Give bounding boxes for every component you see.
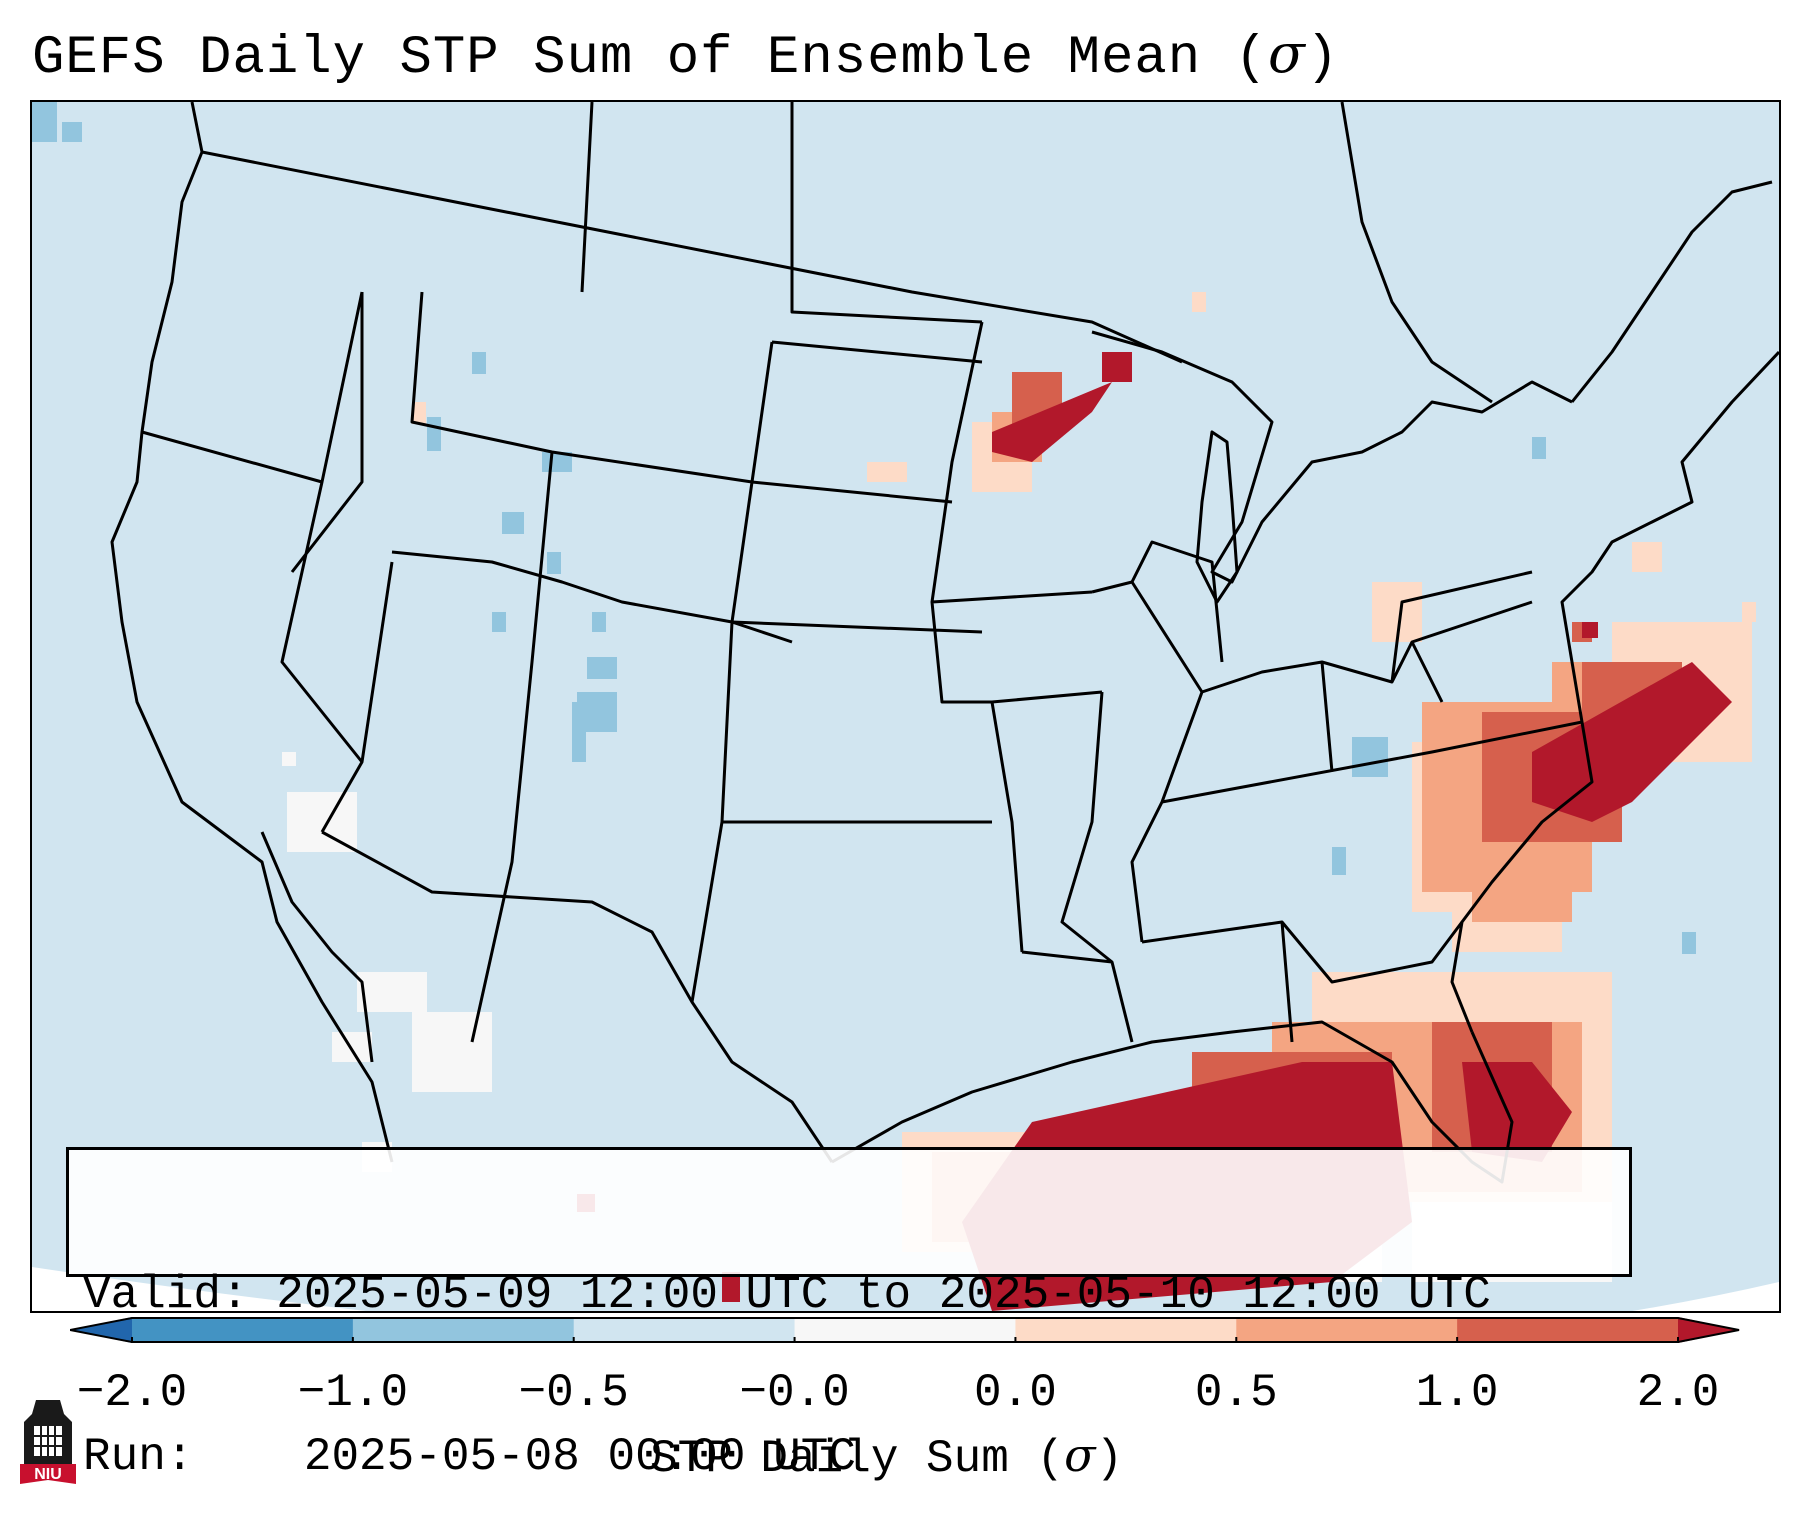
- colorbar: [70, 1317, 1740, 1343]
- map-title: GEFS Daily STP Sum of Ensemble Mean (σ): [32, 22, 1339, 91]
- near-zero-patch: [332, 1032, 372, 1062]
- colorbar-bin: [132, 1317, 354, 1343]
- valid-line: Valid: 2025-05-09 12:00 UTC to 2025-05-1…: [83, 1268, 1615, 1322]
- negative-patch: [572, 702, 586, 762]
- colorbar-tick-label: 0.5: [1194, 1367, 1278, 1419]
- light-positive-patch: [1192, 292, 1206, 312]
- extreme-patch: [1582, 622, 1598, 638]
- colorbar-tick-label: −0.5: [518, 1367, 629, 1419]
- run-value: 2025-05-08 00:00 UTC: [303, 1431, 856, 1483]
- colorbar-bin: [573, 1317, 796, 1343]
- colorbar-tick-label: 2.0: [1636, 1367, 1720, 1419]
- lake-michigan: [1195, 430, 1239, 604]
- state-lines-central: [722, 321, 1134, 1043]
- map-panel: [30, 100, 1781, 1313]
- stp-map: [32, 102, 1779, 1311]
- title-suffix: ): [1305, 28, 1340, 89]
- niu-tower-logo: NIU: [20, 1400, 76, 1484]
- negative-patch: [587, 657, 617, 679]
- geographic-boundaries: [110, 102, 1779, 1184]
- baja-coastline: [260, 831, 374, 1063]
- near-zero-patch: [357, 972, 427, 1012]
- negative-patch: [1332, 847, 1346, 875]
- title-sigma-symbol: σ: [1268, 22, 1306, 85]
- extreme-patch: [722, 1272, 740, 1302]
- negative-patch: [592, 612, 606, 632]
- negative-patch: [427, 417, 441, 451]
- logo-banner: [20, 1464, 76, 1484]
- valid-run-info-box: Valid: 2025-05-09 12:00 UTC to 2025-05-1…: [66, 1147, 1632, 1483]
- run-label: Run:: [83, 1431, 194, 1483]
- colorbar-label-prefix: STP Daily Sum (: [650, 1433, 1065, 1485]
- colorbar-tick-label: −2.0: [76, 1367, 188, 1419]
- light-positive-patch: [1742, 602, 1756, 622]
- light-positive-patch: [1632, 542, 1662, 572]
- moderate-positive-patch: [1472, 862, 1572, 922]
- title-prefix: GEFS Daily STP Sum of Ensemble Mean (: [32, 28, 1268, 89]
- colorbar-tick-label: −1.0: [297, 1367, 409, 1419]
- great-lakes-outline: [1091, 330, 1573, 584]
- state-lines-east: [1091, 540, 1583, 1043]
- negative-patch: [472, 352, 486, 374]
- east-canada-coast: [1570, 180, 1773, 403]
- pacific-coastline: [110, 102, 394, 1163]
- canada-us-border: [201, 150, 1183, 364]
- light-positive-patch: [412, 402, 426, 424]
- colorbar-tick-label: −0.0: [739, 1367, 850, 1419]
- colorbar-tick-label: 0.0: [974, 1367, 1057, 1419]
- negative-patch: [1352, 737, 1388, 777]
- logo-window-lines: [34, 1426, 62, 1456]
- valid-value: 2025-05-09 12:00 UTC to 2025-05-10 12:00…: [276, 1269, 1491, 1321]
- us-mexico-border: [321, 830, 834, 1163]
- extreme-patch: [1102, 352, 1132, 382]
- florida-max: [1462, 1062, 1572, 1162]
- light-positive-patch: [867, 462, 907, 482]
- valid-label: Valid:: [83, 1269, 249, 1321]
- colorbar-bin: [1236, 1317, 1458, 1343]
- colorbar-label-sigma: σ: [1064, 1428, 1096, 1482]
- colorbar-bin: [352, 1317, 575, 1343]
- negative-patch: [547, 552, 561, 574]
- negative-patch: [62, 122, 82, 142]
- near-zero-patch: [287, 792, 357, 852]
- run-line: Run: 2025-05-08 00:00 UTC: [83, 1430, 1615, 1484]
- great-lakes-max: [992, 352, 1132, 462]
- negative-patch: [502, 512, 524, 534]
- colorbar-extend-low: [70, 1317, 132, 1343]
- colorbar-label-suffix: ): [1095, 1433, 1124, 1485]
- negative-patch: [1532, 437, 1546, 459]
- negative-patch: [32, 102, 57, 142]
- atlantic-coastline: [1450, 350, 1779, 1033]
- colorbar-extend-high: [1678, 1317, 1740, 1343]
- logo-text: NIU: [34, 1466, 62, 1483]
- near-zero-patch: [282, 752, 296, 766]
- colorbar-bin: [794, 1317, 1016, 1343]
- colorbar-bin: [1015, 1317, 1237, 1343]
- hudson-region-coast: [1340, 102, 1493, 404]
- negative-patch: [1682, 932, 1696, 954]
- negative-anomaly-areas: [32, 102, 1696, 954]
- near-zero-patch: [412, 1012, 492, 1092]
- colorbar-bin: [1457, 1317, 1679, 1343]
- negative-patch: [492, 612, 506, 632]
- mid-atlantic-max: [1532, 662, 1732, 822]
- colorbar-label: STP Daily Sum (σ): [650, 1428, 1123, 1486]
- colorbar-tick-label: 1.0: [1415, 1367, 1499, 1419]
